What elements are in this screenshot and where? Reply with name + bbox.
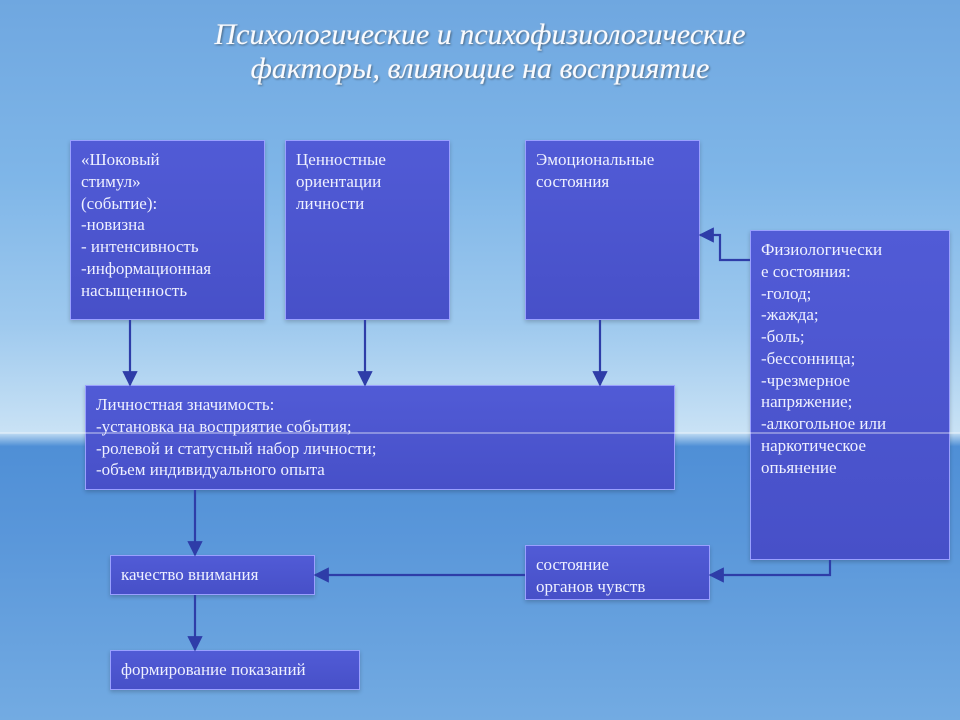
box-personal-significance: Личностная значимость: -установка на вос…	[85, 385, 675, 490]
slide-title: Психологические и психофизиологические ф…	[0, 18, 960, 86]
box-sense-organs-state: состояние органов чувств	[525, 545, 710, 600]
box-emotional-states: Эмоциональные состояния	[525, 140, 700, 320]
box-testimony-forming: формирование показаний	[110, 650, 360, 690]
arrow-physio-to-emotion	[700, 235, 750, 260]
slide-canvas: Психологические и психофизиологические ф…	[0, 0, 960, 720]
box-physiological-states: Физиологически е состояния: -голод; -жаж…	[750, 230, 950, 560]
box-value-orientations: Ценностные ориентации личности	[285, 140, 450, 320]
box-attention-quality: качество внимания	[110, 555, 315, 595]
box-shock-stimulus: «Шоковый стимул» (событие): -новизна - и…	[70, 140, 265, 320]
arrow-physio-to-senses	[710, 560, 830, 575]
